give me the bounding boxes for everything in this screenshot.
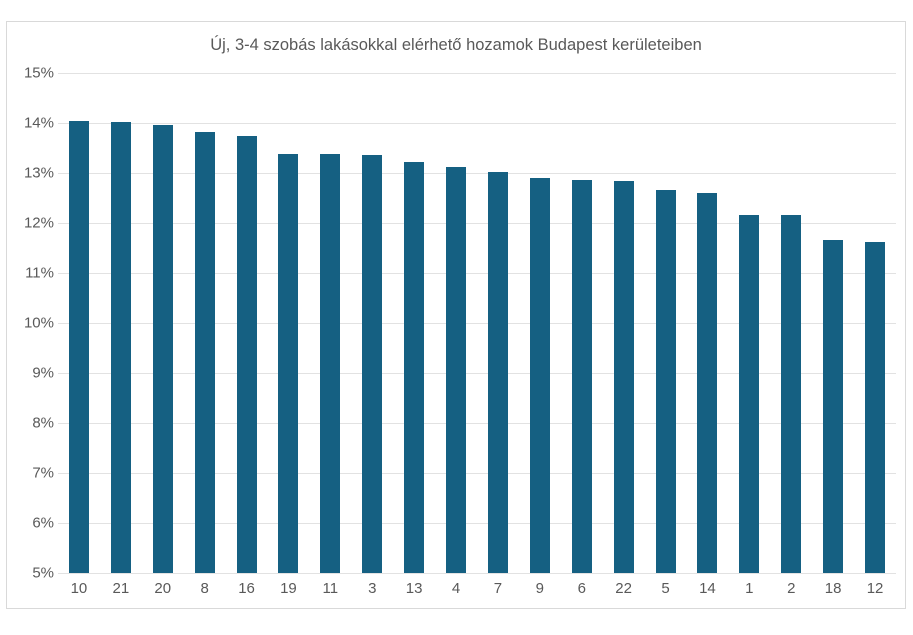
- gridline: [58, 373, 896, 374]
- bar-district-18: [823, 240, 844, 573]
- chart-title: Új, 3-4 szobás lakásokkal elérhető hozam…: [210, 36, 702, 54]
- bar-district-6: [571, 180, 592, 573]
- bar-district-11: [320, 153, 341, 573]
- bar-district-21: [110, 121, 131, 573]
- gridline: [58, 223, 896, 224]
- x-tick-label: 14: [699, 580, 716, 597]
- bar-district-2: [781, 215, 802, 573]
- bar-district-13: [404, 161, 425, 573]
- x-tick-label: 16: [238, 580, 255, 597]
- x-tick-label: 4: [451, 580, 461, 597]
- y-tick-label: 14%: [23, 114, 54, 132]
- x-tick-label: 2: [787, 580, 796, 597]
- bar-district-16: [236, 135, 257, 573]
- bar-district-9: [529, 178, 550, 573]
- gridline: [58, 423, 896, 424]
- x-tick-label: 13: [405, 580, 423, 597]
- gridline: [58, 73, 896, 74]
- x-tick-label: 11: [322, 580, 339, 597]
- y-tick-label: 11%: [25, 264, 54, 282]
- y-tick-label: 9%: [32, 364, 54, 382]
- gridline: [58, 273, 896, 274]
- gridline: [58, 473, 896, 474]
- y-tick-label: 7%: [32, 464, 54, 482]
- y-tick-label: 8%: [32, 414, 54, 432]
- gridline: [58, 573, 896, 574]
- bar-district-19: [278, 153, 299, 573]
- bar-district-1: [739, 214, 760, 573]
- bar-district-3: [362, 155, 383, 573]
- x-tick-label: 22: [615, 580, 632, 597]
- bar-district-20: [152, 124, 173, 573]
- gridline: [58, 123, 896, 124]
- x-tick-label: 3: [368, 580, 377, 597]
- bar-district-12: [865, 241, 886, 573]
- bar-district-10: [68, 120, 89, 573]
- y-tick-label: 15%: [23, 64, 54, 82]
- bar-district-7: [487, 172, 508, 573]
- x-tick-label: 19: [280, 580, 297, 597]
- chart-frame: Új, 3-4 szobás lakásokkal elérhető hozam…: [6, 21, 906, 609]
- y-tick-label: 12%: [23, 214, 54, 232]
- x-tick-label: 1: [745, 580, 754, 597]
- gridline: [58, 173, 896, 174]
- x-tick-label: 5: [661, 580, 670, 597]
- x-tick-label: 9: [535, 580, 545, 597]
- bar-district-5: [655, 189, 676, 573]
- x-tick-label: 6: [577, 580, 586, 597]
- plot-area: [58, 73, 896, 574]
- y-tick-label: 6%: [32, 514, 54, 532]
- y-tick-label: 13%: [23, 164, 54, 182]
- gridline: [58, 323, 896, 324]
- x-tick-label: 18: [824, 580, 842, 597]
- bar-district-8: [194, 132, 215, 573]
- x-tick-label: 21: [112, 580, 130, 597]
- x-tick-label: 7: [493, 580, 503, 597]
- y-tick-label: 5%: [32, 564, 54, 582]
- x-tick-label: 8: [200, 580, 209, 597]
- x-tick-label: 20: [154, 580, 172, 597]
- bar-district-4: [446, 166, 467, 573]
- gridline: [58, 523, 896, 524]
- y-tick-label: 10%: [23, 314, 54, 332]
- bar-district-22: [613, 180, 634, 573]
- bar-district-14: [697, 192, 718, 573]
- x-tick-label: 12: [866, 580, 884, 597]
- x-tick-label: 10: [70, 580, 88, 597]
